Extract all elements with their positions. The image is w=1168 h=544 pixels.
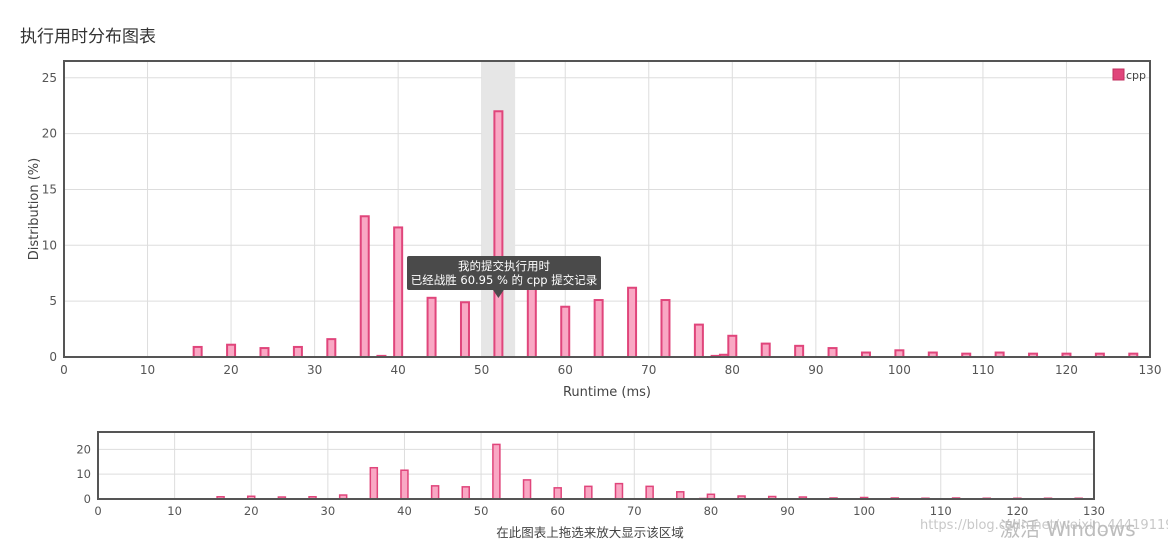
bar <box>292 345 303 359</box>
x-tick-label: 110 <box>971 363 994 377</box>
bar <box>359 215 370 358</box>
x-tick-label: 90 <box>780 504 795 518</box>
bar <box>461 486 471 500</box>
y-tick-label: 5 <box>49 294 57 308</box>
bar <box>660 299 671 359</box>
y-tick-label: 0 <box>84 492 91 506</box>
x-tick-label: 110 <box>930 504 952 518</box>
legend-swatch <box>1112 68 1125 81</box>
y-tick-label: 20 <box>42 127 57 141</box>
bar <box>693 323 704 358</box>
x-tick-label: 60 <box>550 504 565 518</box>
x-tick-label: 130 <box>1083 504 1105 518</box>
bar <box>727 334 738 358</box>
bar <box>226 343 237 358</box>
main-chart[interactable]: 0 10 20 30 40 50 60 70 80 90 100 110 120 130 0 5 10 15 20 2… <box>0 0 1168 410</box>
navigator-chart[interactable]: 0 10 20 30 40 50 60 70 80 90 100 110 120 130 0 10 20 在此图表… <box>0 410 1168 544</box>
x-tick-label: 30 <box>321 504 336 518</box>
x-tick-label: 70 <box>641 363 656 377</box>
bar <box>794 344 805 359</box>
y-tick-label: 10 <box>42 238 57 252</box>
x-tick-label: 20 <box>244 504 259 518</box>
bar <box>369 466 379 500</box>
x-tick-label: 40 <box>391 363 406 377</box>
y-axis-label: Distribution (%) <box>27 158 42 260</box>
x-tick-label: 100 <box>888 363 911 377</box>
x-tick-label: 80 <box>704 504 719 518</box>
bar <box>426 296 437 358</box>
x-tick-label: 90 <box>808 363 823 377</box>
x-tick-label: 10 <box>140 363 155 377</box>
x-tick-label: 60 <box>558 363 573 377</box>
tooltip-arrow <box>492 289 505 298</box>
y-tick-label: 0 <box>49 350 57 364</box>
x-tick-label: 40 <box>397 504 412 518</box>
y-tick-label: 20 <box>76 442 91 456</box>
bar <box>894 349 905 359</box>
legend-label: cpp <box>1126 69 1146 82</box>
bar <box>560 305 571 358</box>
bar <box>459 301 470 358</box>
bar <box>192 345 203 359</box>
bar <box>492 443 501 500</box>
bar <box>584 485 593 500</box>
bar <box>493 110 504 359</box>
x-tick-label: 120 <box>1055 363 1078 377</box>
bar <box>827 347 838 358</box>
x-tick-label: 80 <box>725 363 740 377</box>
y-tick-label: 25 <box>42 71 57 85</box>
page-title: 执行用时分布图表 <box>20 27 156 47</box>
x-tick-label: 0 <box>60 363 68 377</box>
blog-url: https://blog.csdn.net/weixin_44419119 <box>920 518 1168 533</box>
x-tick-label: 10 <box>167 504 182 518</box>
bar <box>430 485 440 500</box>
x-tick-label: 50 <box>474 363 489 377</box>
plot-frame <box>63 60 1151 358</box>
x-tick-label: 100 <box>853 504 875 518</box>
brush-hint: 在此图表上拖选来放大显示该区域 <box>496 525 684 540</box>
tooltip-line-1: 我的提交执行用时 <box>458 259 550 273</box>
bar <box>760 342 771 358</box>
x-tick-label: 70 <box>627 504 642 518</box>
x-axis-label: Runtime (ms) <box>563 385 651 400</box>
x-tick-label: 50 <box>474 504 489 518</box>
tooltip-box <box>407 256 601 290</box>
tooltip-line-2: 已经战胜 60.95 % 的 cpp 提交记录 <box>411 273 598 287</box>
bar <box>326 338 337 358</box>
windows-watermark: 激活 Windows <box>1000 517 1136 541</box>
x-tick-label: 0 <box>94 504 101 518</box>
y-tick-label: 10 <box>76 467 91 481</box>
bar <box>645 485 654 500</box>
bar <box>627 286 638 358</box>
x-tick-label: 120 <box>1006 504 1028 518</box>
plot-frame <box>97 431 1095 500</box>
x-tick-label: 30 <box>307 363 322 377</box>
bar <box>676 491 685 500</box>
bar <box>593 299 604 359</box>
bar <box>522 479 532 500</box>
x-tick-label: 130 <box>1139 363 1162 377</box>
bar <box>614 482 624 500</box>
y-tick-label: 15 <box>42 182 57 196</box>
bar <box>393 226 404 358</box>
bar <box>259 347 270 358</box>
bar <box>400 469 409 500</box>
bar <box>553 487 562 500</box>
x-tick-label: 20 <box>223 363 238 377</box>
